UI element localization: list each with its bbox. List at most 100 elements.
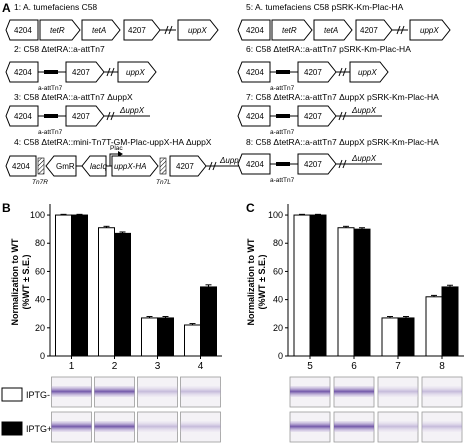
gene-uppX-HA: uppX-HA xyxy=(114,162,146,171)
gene-4204: 4204 xyxy=(246,26,264,35)
well-stain xyxy=(94,421,135,432)
construct-5-title: 5: A. tumefaciens C58 pSRK-Km-Plac-HA xyxy=(246,2,404,12)
bar-iptg-plus-5 xyxy=(309,214,327,357)
y-tick-label: 80 xyxy=(35,238,45,248)
gene-4207: 4207 xyxy=(128,26,146,35)
panel-c-label: C xyxy=(246,201,255,215)
construct-4-title: 4: C58 ΔtetRA::mini-Tn7T-GM-Plac-uppX-HA… xyxy=(14,137,212,147)
construct-5-map: 4204 tetR tetA 4207 uppX xyxy=(237,19,451,41)
bar-iptg-plus-7 xyxy=(397,317,415,357)
att-site: a-attTn7 xyxy=(38,129,63,136)
gene-4204: 4204 xyxy=(246,112,264,121)
att-site: a-attTn7 xyxy=(270,129,295,136)
x-tick-label-4: 4 xyxy=(198,361,204,372)
construct-8-map: 4204 a-attTn7 4207 ΔuppX xyxy=(237,153,382,184)
y-tick-label: 100 xyxy=(268,210,283,220)
x-tick-label-6: 6 xyxy=(351,361,357,372)
tn7l-site: Tn7L xyxy=(156,179,171,186)
gene-4204: 4204 xyxy=(14,68,32,77)
plac-promoter: Plac xyxy=(110,145,123,152)
well-stain xyxy=(290,386,330,397)
y-tick-label: 100 xyxy=(30,210,45,220)
gene-4204: 4204 xyxy=(246,160,264,169)
deleted-uppX: ΔuppX xyxy=(351,154,377,163)
y-tick-label: 0 xyxy=(40,351,45,361)
x-tick-label-1: 1 xyxy=(69,361,75,372)
construct-1-title: 1: A. tumefaciens C58 xyxy=(14,2,97,12)
gene-4204: 4204 xyxy=(246,68,264,77)
construct-2-title: 2: C58 ΔtetRA::a-attTn7 xyxy=(14,44,105,54)
well-stain xyxy=(422,386,462,397)
deleted-uppX: ΔuppX xyxy=(119,106,145,115)
deleted-uppX: ΔuppX xyxy=(219,156,245,165)
construct-7-title: 7: C58 ΔtetRA::a-attTn7 ΔuppX pSRK-Km-Pl… xyxy=(246,92,439,102)
att-site: a-attTn7 xyxy=(270,177,295,184)
well-stain xyxy=(137,421,178,432)
construct-2-map: 4204 a-attTn7 4207 uppX xyxy=(5,61,157,92)
gene-4204: 4204 xyxy=(12,162,30,171)
gene-lacI: lacIq xyxy=(90,162,107,171)
well-stain xyxy=(180,421,221,432)
gene-tetR: tetR xyxy=(282,26,297,35)
construct-1-map: 4204 tetR tetA 4207 uppX xyxy=(5,19,219,41)
chart-c: 0 20 40 60 80 100 Normalization to WT(%WT ± S.… xyxy=(246,204,464,372)
gene-4204: 4204 xyxy=(14,112,32,121)
well-stain xyxy=(334,386,374,397)
gene-4207: 4207 xyxy=(72,112,90,121)
bar-iptg-plus-6 xyxy=(353,228,371,357)
crystal-violet-wells xyxy=(51,376,463,443)
gene-tetA: tetA xyxy=(92,26,106,35)
y-tick-label: 40 xyxy=(35,295,45,305)
y-axis-label: Normalization to WT(%WT ± S.E.) xyxy=(10,238,31,325)
well-stain xyxy=(51,386,92,397)
y-axis-label: Normalization to WT(%WT ± S.E.) xyxy=(246,238,267,325)
x-tick-label-8: 8 xyxy=(439,361,445,372)
bar-iptg-plus-8 xyxy=(441,286,459,357)
gene-tetR: tetR xyxy=(50,26,65,35)
gene-4207: 4207 xyxy=(304,112,322,121)
bar-iptg-minus-2 xyxy=(98,227,115,357)
well-stain xyxy=(422,421,462,432)
well-stain xyxy=(180,386,221,397)
bar-iptg-minus-6 xyxy=(337,227,355,357)
gene-uppX: uppX xyxy=(358,68,377,77)
well-stain xyxy=(378,386,418,397)
gene-uppX: uppX xyxy=(126,68,145,77)
gene-4204: 4204 xyxy=(14,26,32,35)
gene-4207: 4207 xyxy=(360,26,378,35)
bar-iptg-plus-2 xyxy=(114,232,131,357)
legend-iptg-plus: IPTG+ xyxy=(26,424,52,434)
construct-3-title: 3: C58 ΔtetRA::a-attTn7 ΔuppX xyxy=(14,92,133,102)
bar-iptg-minus-7 xyxy=(381,317,399,357)
construct-6-title: 6: C58 ΔtetRA::a-attTn7 pSRK-Km-Plac-HA xyxy=(246,44,411,54)
x-tick-label-5: 5 xyxy=(307,361,313,372)
well-stain xyxy=(94,386,135,397)
y-tick-label: 60 xyxy=(273,266,283,276)
gene-4207: 4207 xyxy=(176,162,194,171)
tn7r-site: Tn7R xyxy=(32,179,48,186)
well-stain xyxy=(378,421,418,432)
y-tick-label: 20 xyxy=(273,323,283,333)
bar-iptg-plus-4 xyxy=(200,286,217,357)
construct-4-map: 4204 Tn7R GmR lacIq Plac uppX-HA Tn7L 42… xyxy=(5,145,248,186)
x-tick-label-7: 7 xyxy=(395,361,401,372)
gene-4207: 4207 xyxy=(304,68,322,77)
gene-tetA: tetA xyxy=(324,26,338,35)
bar-iptg-minus-8 xyxy=(425,296,443,357)
bar-iptg-plus-3 xyxy=(157,317,174,357)
legend-iptg-minus: IPTG- xyxy=(26,390,50,400)
gene-uppX: uppX xyxy=(188,26,207,35)
y-tick-label: 20 xyxy=(35,323,45,333)
gene-4207: 4207 xyxy=(304,160,322,169)
deleted-uppX: ΔuppX xyxy=(351,106,377,115)
gene-gm: GmR xyxy=(56,162,75,171)
bar-iptg-minus-3 xyxy=(141,317,158,357)
construct-8-title: 8: C58 ΔtetRA::a-attTn7 ΔuppX pSRK-Km-Pl… xyxy=(246,137,439,147)
att-site: a-attTn7 xyxy=(270,85,295,92)
well-stain xyxy=(51,421,92,432)
construct-3-map: 4204 a-attTn7 4207 ΔuppX xyxy=(5,105,150,136)
well-stain xyxy=(334,421,374,432)
legend: IPTG- IPTG+ xyxy=(1,387,52,436)
well-stain xyxy=(290,421,330,432)
